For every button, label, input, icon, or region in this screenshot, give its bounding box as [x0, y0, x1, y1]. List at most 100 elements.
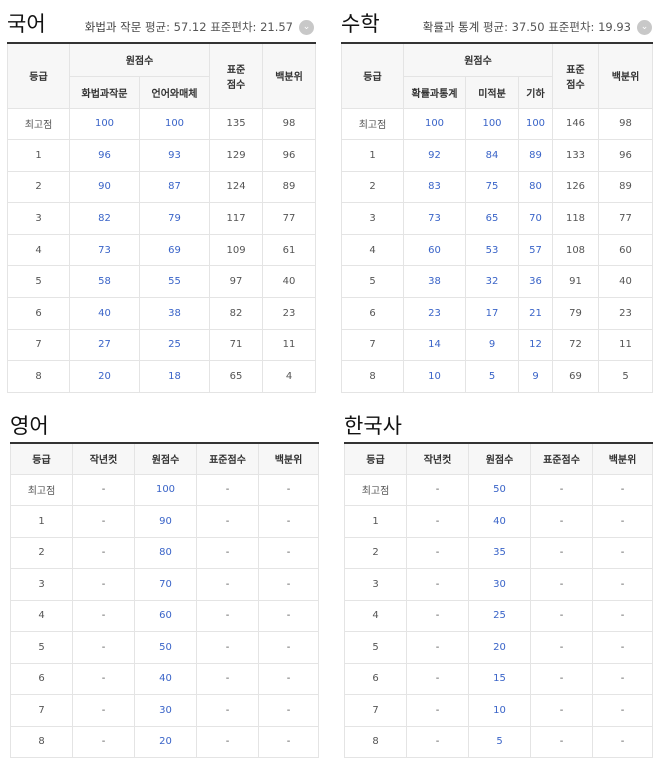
score-cell: -: [196, 694, 259, 727]
column-header: 백분위: [592, 442, 653, 475]
score-cell: 97: [209, 265, 264, 299]
score-cell: -: [406, 631, 469, 664]
score-cell: -: [406, 536, 469, 569]
score-cell: -: [72, 473, 135, 506]
score-cell: 98: [598, 107, 653, 141]
score-cell: 146: [552, 107, 599, 141]
korean-title: 국어: [7, 12, 46, 36]
score-cell: 87: [138, 170, 211, 204]
score-cell: 108: [552, 233, 599, 267]
header-subject: 언어와매체: [138, 75, 211, 109]
grade-cell: 3: [341, 202, 404, 235]
grade-cell: 1: [7, 139, 70, 172]
column-header: 표준점수: [530, 442, 593, 475]
table-row: 3 82 79 117 77: [7, 202, 317, 235]
grade-cell: 1: [344, 505, 407, 538]
score-cell: -: [72, 662, 135, 695]
table-row: 7-30- -: [10, 694, 319, 727]
score-cell: 40: [69, 297, 140, 330]
table-row: 6 23 17 21 79 23: [341, 297, 653, 330]
math-title: 수학: [341, 12, 380, 36]
grade-cell: 2: [7, 170, 70, 204]
score-cell: 23: [262, 297, 317, 330]
chevron-down-icon[interactable]: ⌄: [299, 20, 314, 35]
score-cell: 100: [518, 107, 553, 141]
english-title: 영어: [10, 414, 49, 438]
score-cell: 12: [518, 328, 553, 362]
grade-cell: 7: [7, 328, 70, 362]
score-cell: 69: [552, 360, 599, 393]
table-row: 4-60- -: [10, 599, 319, 632]
score-cell: 117: [209, 202, 264, 235]
score-cell: 9: [465, 328, 519, 362]
table-row: 최고점 100 100 135 98: [7, 107, 317, 141]
score-cell: 60: [403, 233, 466, 267]
score-cell: 50: [468, 473, 531, 506]
score-cell: 40: [134, 662, 197, 695]
score-cell: 20: [468, 631, 531, 664]
score-cell: -: [72, 599, 135, 632]
score-cell: -: [196, 662, 259, 695]
score-cell: 55: [138, 265, 211, 299]
header-subject: 화법과작문: [69, 75, 140, 109]
table-row: 7-10- -: [344, 694, 653, 727]
math-stats: 확률과 통계 평균: 37.50 표준편차: 19.93 ⌄: [423, 19, 652, 35]
table-row: 5-50- -: [10, 631, 319, 664]
score-cell: 82: [69, 202, 140, 235]
score-cell: -: [72, 505, 135, 538]
grade-cell: 6: [341, 297, 404, 330]
score-cell: 72: [552, 328, 599, 362]
score-cell: -: [72, 631, 135, 664]
korean-grade-table: 등급 원점수 표준 점수 백분위 화법과작문 언어와매체 최고점 100 100 135 98 1 96…: [7, 42, 317, 393]
table-row: 2 83 75 80 126 89: [341, 170, 653, 204]
score-cell: -: [592, 694, 653, 727]
score-cell: 90: [134, 505, 197, 538]
score-cell: -: [196, 599, 259, 632]
score-cell: -: [406, 599, 469, 632]
grade-cell: 최고점: [341, 107, 404, 141]
score-cell: 53: [465, 233, 519, 267]
score-cell: -: [530, 536, 593, 569]
grade-cell: 4: [344, 599, 407, 632]
score-cell: 20: [134, 725, 197, 758]
score-cell: 38: [138, 297, 211, 330]
table-row: 7 27 25 71 11: [7, 328, 317, 362]
score-cell: -: [72, 694, 135, 727]
score-cell: -: [258, 662, 319, 695]
korean-stat-label: 화법과 작문: [84, 20, 142, 34]
grade-cell: 2: [10, 536, 73, 569]
header-percentile: 백분위: [598, 42, 653, 109]
score-cell: 70: [134, 568, 197, 601]
score-cell: 25: [138, 328, 211, 362]
table-row: 최고점 100 100 100 146 98: [341, 107, 653, 141]
table-row: 2-80- -: [10, 536, 319, 569]
math-grade-table: 등급 원점수 표준 점수 백분위 확률과통계 미적분 기하 최고점 100 100 100 146 98…: [341, 42, 653, 393]
header-raw-score: 원점수: [68, 42, 211, 77]
chevron-down-icon[interactable]: ⌄: [637, 20, 652, 35]
grade-cell: 6: [344, 662, 407, 695]
table-row: 2 90 87 124 89: [7, 170, 317, 204]
score-cell: -: [530, 568, 593, 601]
score-cell: 36: [518, 265, 553, 299]
score-cell: 100: [465, 107, 519, 141]
score-cell: 65: [209, 360, 264, 393]
score-cell: 20: [69, 360, 140, 393]
score-cell: 90: [69, 170, 140, 204]
score-cell: -: [592, 599, 653, 632]
score-cell: -: [72, 725, 135, 758]
math-stat-label: 확률과 통계: [422, 20, 480, 34]
score-cell: -: [406, 505, 469, 538]
grade-cell: 최고점: [10, 473, 73, 506]
math-stat-values: 평균: 37.50 표준편차: 19.93: [482, 20, 631, 34]
table-row: 3-30- -: [344, 568, 653, 601]
score-cell: 23: [403, 297, 466, 330]
score-cell: 92: [403, 139, 466, 172]
grade-cell: 2: [341, 170, 404, 204]
score-cell: 80: [518, 170, 553, 204]
table-row: 최고점 -100- -: [10, 473, 319, 506]
grade-cell: 1: [341, 139, 404, 172]
score-cell: -: [258, 725, 319, 758]
grade-cell: 1: [10, 505, 73, 538]
score-cell: 100: [134, 473, 197, 506]
grade-cell: 5: [10, 631, 73, 664]
